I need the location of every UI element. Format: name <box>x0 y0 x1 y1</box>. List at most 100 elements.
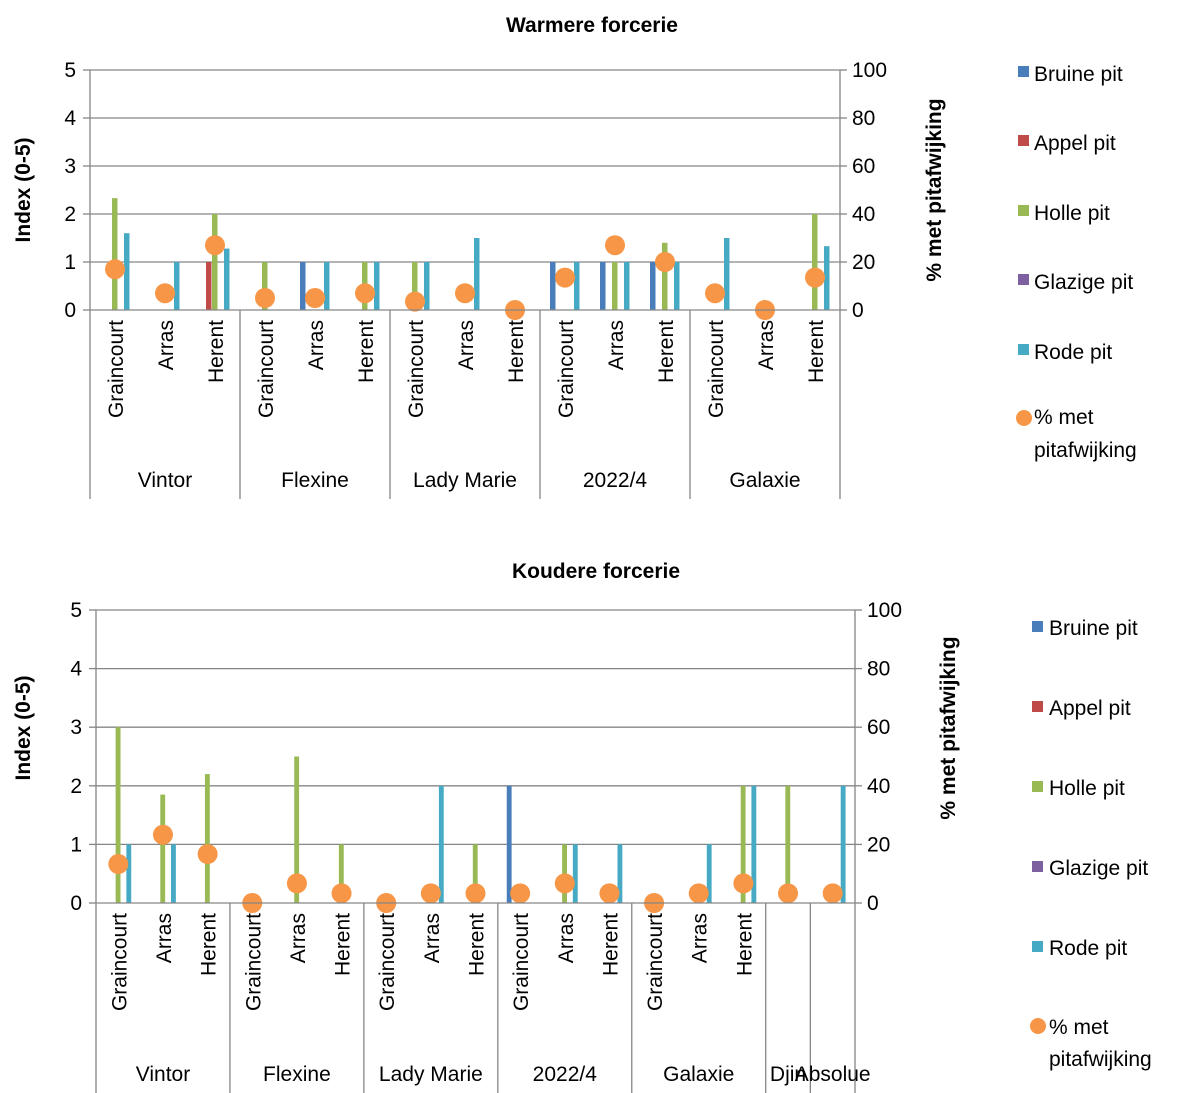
y2-tick-label: 20 <box>867 833 890 856</box>
group-label: Vintor <box>136 1063 190 1086</box>
bar-bruine <box>650 262 656 310</box>
chart-title: Koudere forcerie <box>512 560 680 583</box>
bar-rode <box>617 844 623 903</box>
y2-tick-label: 80 <box>867 658 890 681</box>
y2-tick-label: 100 <box>852 59 887 82</box>
y-tick-label: 3 <box>70 716 82 739</box>
category-label: Arras <box>155 320 178 370</box>
y-tick-label: 2 <box>70 775 82 798</box>
legend-label-holle: Holle pit <box>1034 202 1110 225</box>
bar-bruine <box>550 262 556 310</box>
bar-holle <box>740 785 746 903</box>
pct-marker <box>420 883 441 904</box>
bar-holle <box>785 785 791 903</box>
group-label: 2022/4 <box>533 1063 598 1086</box>
bar-holle <box>338 844 344 903</box>
bar-bruine <box>506 785 512 903</box>
category-label: Graincourt <box>108 913 131 1011</box>
pct-marker <box>355 283 375 304</box>
category-label: Herent <box>655 320 678 383</box>
bar-holle <box>212 214 218 310</box>
category-label: Arras <box>455 320 478 370</box>
category-label: Arras <box>689 913 712 963</box>
legend-label-bruine: Bruine pit <box>1049 617 1138 640</box>
category-label: Arras <box>153 913 176 963</box>
bar-rode <box>171 844 176 903</box>
bar-appel <box>206 262 212 310</box>
category-label: Herent <box>805 320 828 383</box>
legend-label-pct-line2: pitafwijking <box>1049 1048 1152 1071</box>
legend-label-glazige: Glazige pit <box>1049 857 1148 880</box>
pct-marker <box>155 283 175 304</box>
legend-swatch-rode <box>1032 941 1043 952</box>
category-label: Graincourt <box>510 913 533 1011</box>
legend: Bruine pit Appel pit Holle pit Glazige p… <box>1030 617 1152 1071</box>
y2-tick-label: 100 <box>867 599 902 622</box>
category-label: Graincourt <box>405 320 428 418</box>
bar-rode <box>624 262 630 310</box>
bar-rode <box>424 262 430 310</box>
category-label: Graincourt <box>555 320 578 418</box>
bar-rode <box>124 233 130 310</box>
pct-marker <box>108 854 129 875</box>
bar-holle <box>412 262 418 310</box>
legend-label-appel: Appel pit <box>1034 132 1116 155</box>
legend-swatch-bruine <box>1018 66 1029 77</box>
pct-marker <box>733 873 754 894</box>
legend-label-rode: Rode pit <box>1049 937 1127 960</box>
category-label: Graincourt <box>376 913 399 1011</box>
bar-rode <box>824 246 830 310</box>
chart-title: Warmere forcerie <box>506 14 678 37</box>
legend-label-rode: Rode pit <box>1034 341 1112 364</box>
bar-rode <box>751 785 757 903</box>
bar-rode <box>174 262 180 310</box>
category-label: Herent <box>599 913 622 976</box>
group-label: Djin <box>770 1063 806 1086</box>
legend-label-glazige: Glazige pit <box>1034 271 1133 294</box>
bar-holle <box>812 214 818 310</box>
legend-label-appel: Appel pit <box>1049 697 1131 720</box>
group-label: Flexine <box>263 1063 331 1086</box>
pct-marker <box>554 873 575 894</box>
pct-marker <box>822 883 843 904</box>
pct-marker <box>197 844 218 865</box>
legend-swatch-bruine <box>1032 621 1043 632</box>
bar-rode <box>438 785 444 903</box>
pct-marker <box>255 288 275 308</box>
pct-marker <box>605 235 625 256</box>
legend-swatch-glazige <box>1032 861 1043 872</box>
category-label: Herent <box>355 320 378 383</box>
y2-tick-label: 40 <box>867 775 890 798</box>
pct-marker <box>152 824 173 845</box>
bar-rode <box>706 844 712 903</box>
category-label: Herent <box>505 320 528 383</box>
pct-marker <box>510 883 531 904</box>
pct-marker <box>805 267 825 288</box>
category-label: Herent <box>332 913 355 976</box>
y-tick-label: 5 <box>64 59 76 82</box>
y-tick-label: 0 <box>70 892 82 915</box>
y-tick-label: 1 <box>64 251 76 274</box>
y-tick-label: 0 <box>64 299 76 322</box>
pct-marker <box>555 267 575 288</box>
group-label: Vintor <box>138 469 192 492</box>
pct-marker <box>688 883 709 904</box>
bar-rode <box>674 262 680 310</box>
category-label: Arras <box>555 913 578 963</box>
bar-rode <box>724 238 730 310</box>
category-label: Herent <box>733 913 756 976</box>
category-label: Arras <box>287 913 310 963</box>
bar-holle <box>662 242 668 310</box>
legend-swatch-appel <box>1018 135 1029 146</box>
group-label: Lady Marie <box>379 1063 483 1086</box>
bar-bruine <box>600 262 606 310</box>
legend-label-pct-line1: % met <box>1049 1016 1109 1039</box>
group-label: Absolue <box>795 1063 871 1086</box>
legend-swatch-holle <box>1018 205 1029 216</box>
group-label: Galaxie <box>729 469 800 492</box>
y2-axis-label: % met pitafwijking <box>923 98 946 281</box>
bar-rode <box>374 262 380 310</box>
y2-axis-label: % met pitafwijking <box>937 636 960 819</box>
category-label: Arras <box>605 320 628 370</box>
